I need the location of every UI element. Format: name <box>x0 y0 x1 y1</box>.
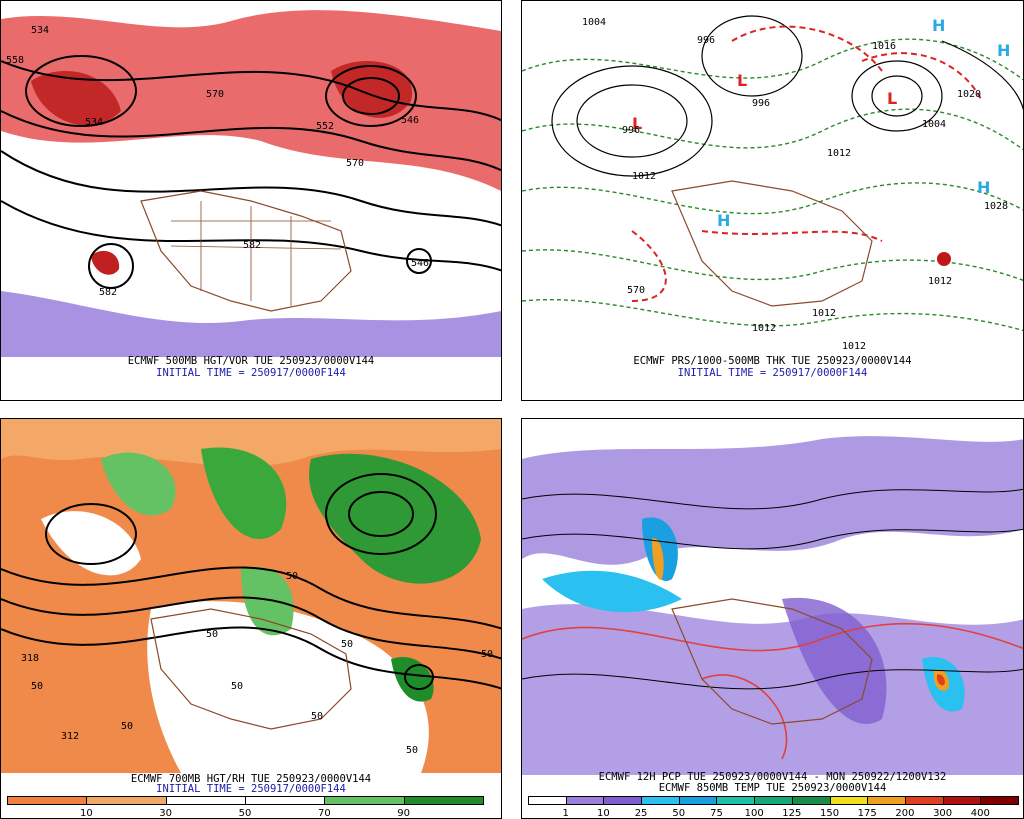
svg-text:1004: 1004 <box>922 119 946 130</box>
svg-text:552: 552 <box>316 121 334 132</box>
colorbar-label: 70 <box>317 808 331 819</box>
svg-text:50: 50 <box>406 745 418 756</box>
map-pcp-temp <box>522 419 1023 775</box>
svg-text:1012: 1012 <box>812 308 836 319</box>
colorbar-segment <box>678 796 718 805</box>
panel-pcp-850mb-temp: ECMWF 12H PCP TUE 250923/0000V144 - MON … <box>521 418 1024 819</box>
svg-text:H: H <box>932 16 945 35</box>
svg-text:318: 318 <box>21 653 39 664</box>
svg-text:50: 50 <box>121 721 133 732</box>
svg-text:1016: 1016 <box>872 41 896 52</box>
colorbar-label: 125 <box>782 808 802 819</box>
colorbar-label: 175 <box>857 808 877 819</box>
svg-text:582: 582 <box>243 240 261 251</box>
colorbar-label: 75 <box>710 808 723 819</box>
svg-text:H: H <box>977 178 990 197</box>
colorbar-label: 300 <box>933 808 953 819</box>
map-prs-thk: L L L H H H H 1004 996 996 996 1020 1028… <box>522 15 1023 352</box>
rh-colorbar: 10 30 50 70 90 <box>7 796 484 819</box>
svg-text:996: 996 <box>697 35 715 46</box>
pcp-colorbar: 1 10 25 50 75 100 125 150 175 200 300 400 <box>528 796 1019 819</box>
panel-prs-thk: L L L H H H H 1004 996 996 996 1020 1028… <box>521 0 1024 401</box>
map-700mb: 50 50 50 50 318 312 50 50 50 50 50 <box>1 419 501 773</box>
colorbar-label: 400 <box>970 808 990 819</box>
panel-500mb-hgt-vor: 534 552 570 582 582 546 558 534 570 546 … <box>0 0 502 401</box>
colorbar-label: 100 <box>744 808 764 819</box>
panel-3-init-time: INITIAL TIME = 250917/0000F144 <box>156 783 346 795</box>
svg-text:50: 50 <box>31 681 43 692</box>
colorbar-label: 25 <box>634 808 648 819</box>
svg-text:996: 996 <box>752 98 770 109</box>
panel-3-title: ECMWF 700MB HGT/RH TUE 250923/0000V144 <box>130 773 372 785</box>
colorbar-segment <box>324 796 405 805</box>
svg-text:H: H <box>997 41 1010 60</box>
svg-text:L: L <box>887 89 897 108</box>
svg-text:1012: 1012 <box>842 341 866 352</box>
colorbar-segment <box>791 796 831 805</box>
svg-text:1020: 1020 <box>957 89 981 100</box>
svg-text:1012: 1012 <box>827 148 851 159</box>
colorbar-segment <box>754 796 793 805</box>
colorbar-segment <box>942 796 982 805</box>
svg-text:1012: 1012 <box>928 276 952 287</box>
svg-text:1012: 1012 <box>752 323 776 334</box>
colorbar-label: 10 <box>597 808 610 819</box>
colorbar-segment <box>403 796 484 805</box>
colorbar-segment <box>528 796 567 805</box>
colorbar-segment <box>641 796 680 805</box>
colorbar-segment <box>603 796 643 805</box>
svg-text:570: 570 <box>346 158 364 169</box>
colorbar-label: 50 <box>238 808 252 819</box>
svg-text:570: 570 <box>627 285 645 296</box>
svg-text:L: L <box>632 114 642 133</box>
svg-text:996: 996 <box>622 125 640 136</box>
svg-text:582: 582 <box>99 287 117 298</box>
colorbar-segment <box>980 796 1019 805</box>
svg-text:H: H <box>717 211 730 230</box>
colorbar-segment <box>904 796 944 805</box>
svg-text:534: 534 <box>31 25 49 36</box>
svg-text:558: 558 <box>6 55 24 66</box>
colorbar-label: 50 <box>672 808 686 819</box>
panel-1-init-time: INITIAL TIME = 250917/0000F144 <box>156 367 346 379</box>
svg-text:546: 546 <box>411 258 429 269</box>
colorbar-segment <box>565 796 605 805</box>
svg-text:534: 534 <box>85 117 103 128</box>
colorbar-label: 1 <box>562 808 569 819</box>
panel-700mb-hgt-rh: 50 50 50 50 318 312 50 50 50 50 50 ECMWF… <box>0 418 502 819</box>
panel-1-title: ECMWF 500MB HGT/VOR TUE 250923/0000V144 <box>127 355 375 367</box>
svg-text:L: L <box>737 71 747 90</box>
colorbar-label: 200 <box>895 808 915 819</box>
svg-text:312: 312 <box>61 731 79 742</box>
colorbar-label: 30 <box>159 808 173 819</box>
colorbar-label: 150 <box>819 808 840 819</box>
svg-text:50: 50 <box>481 649 493 660</box>
svg-text:1028: 1028 <box>984 201 1008 212</box>
panel-2-title: ECMWF PRS/1000-500MB THK TUE 250923/0000… <box>633 355 912 367</box>
colorbar-label: 10 <box>79 808 93 819</box>
colorbar-segment <box>7 796 88 805</box>
panel-4-title: ECMWF 12H PCP TUE 250923/0000V144 - MON … <box>598 771 947 783</box>
colorbar-label: 90 <box>397 808 411 819</box>
map-500mb: 534 552 570 582 582 546 558 534 570 546 <box>1 10 501 357</box>
svg-text:50: 50 <box>206 629 218 640</box>
svg-text:1012: 1012 <box>632 171 656 182</box>
colorbar-segment <box>245 796 326 805</box>
panel-2-init-time: INITIAL TIME = 250917/0000F144 <box>677 367 868 379</box>
colorbar-segment <box>829 796 869 805</box>
svg-text:546: 546 <box>401 115 419 126</box>
svg-text:50: 50 <box>311 711 323 722</box>
colorbar-segment <box>867 796 906 805</box>
colorbar-segment <box>86 796 167 805</box>
colorbar-segment <box>716 796 756 805</box>
svg-text:50: 50 <box>231 681 243 692</box>
colorbar-segment <box>165 796 246 805</box>
svg-text:1004: 1004 <box>582 17 606 28</box>
svg-text:50: 50 <box>341 639 353 650</box>
panel-4-subtitle: ECMWF 850MB TEMP TUE 250923/0000V144 <box>658 782 887 794</box>
svg-text:570: 570 <box>206 89 224 100</box>
svg-text:50: 50 <box>286 571 298 582</box>
